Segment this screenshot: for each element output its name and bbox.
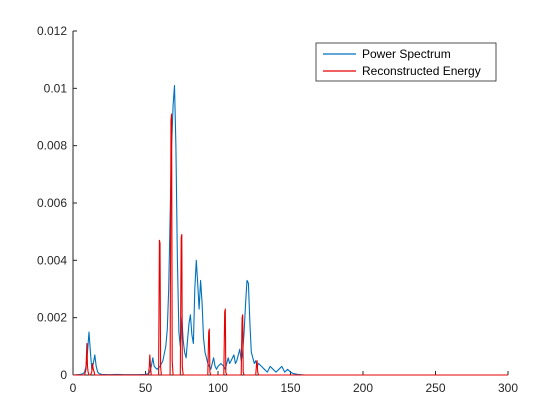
y-tick-label: 0.002 xyxy=(37,311,67,325)
x-tick-label: 0 xyxy=(70,381,77,395)
y-tick-label: 0.008 xyxy=(37,139,67,153)
legend-label-reconstructed-energy: Reconstructed Energy xyxy=(362,64,481,78)
y-tick-label: 0.01 xyxy=(44,81,68,95)
series-line-reconstructed-energy xyxy=(73,113,508,376)
y-tick-label: 0.004 xyxy=(37,253,67,267)
x-tick-label: 300 xyxy=(498,381,518,395)
series-layer xyxy=(72,84,508,376)
y-tick-label: 0.012 xyxy=(37,24,67,38)
legend-box xyxy=(315,42,497,82)
axes: 0 50 100 150 200 250 300 0 0.002 0.004 0.006 0.008 0… xyxy=(37,24,518,395)
x-tick-label: 250 xyxy=(425,381,445,395)
x-tick-label: 150 xyxy=(280,381,300,395)
x-tick-label: 200 xyxy=(353,381,373,395)
legend: Power Spectrum Reconstructed Energy xyxy=(315,42,497,82)
y-tick-label: 0.006 xyxy=(37,196,67,210)
x-tick-label: 100 xyxy=(208,381,228,395)
legend-label-power-spectrum: Power Spectrum xyxy=(362,47,451,61)
x-tick-label: 50 xyxy=(139,381,153,395)
y-tick-label: 0 xyxy=(60,368,67,382)
